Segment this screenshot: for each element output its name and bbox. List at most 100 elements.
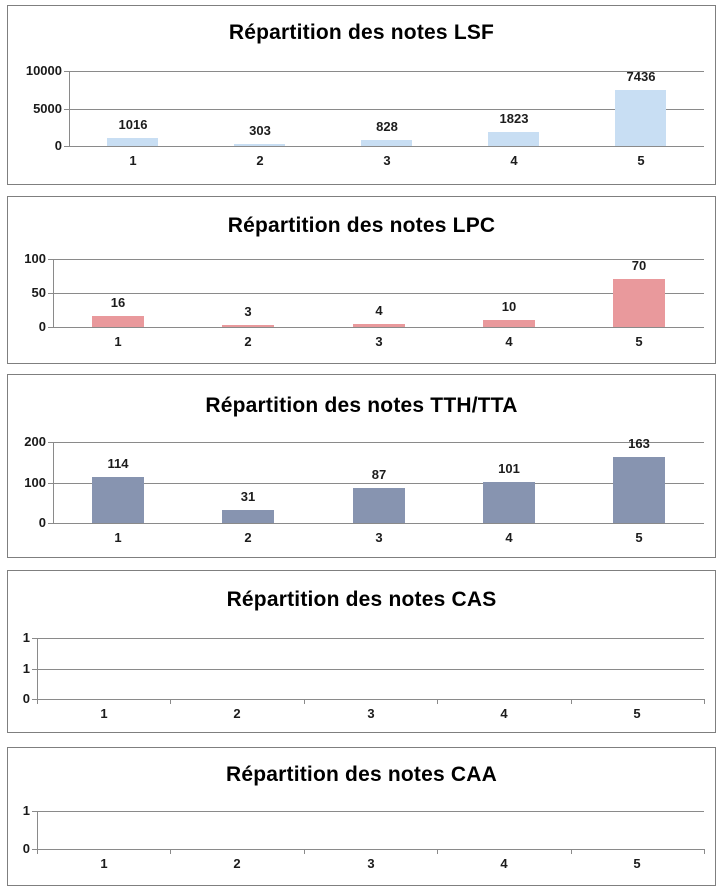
y-axis-tick <box>32 811 37 812</box>
y-tick-label: 0 <box>22 841 30 856</box>
bar-value-label: 1016 <box>118 117 148 132</box>
category-label: 2 <box>256 153 264 168</box>
category-label: 2 <box>244 530 252 545</box>
chart-panel-lpc: Répartition des notes LPC 0 50 100 16 1 3 2 4 3 1… <box>7 196 716 364</box>
category-label: 1 <box>100 856 108 871</box>
bar-value-label: 31 <box>240 489 256 504</box>
x-axis-tick <box>437 699 438 704</box>
y-tick-label: 0 <box>54 138 62 153</box>
bar-value-label: 114 <box>107 456 129 471</box>
bar-value-label: 7436 <box>626 69 656 84</box>
bar-3 <box>353 488 405 523</box>
y-tick-label: 100 <box>24 251 46 266</box>
y-tick-label: 100 <box>24 475 46 490</box>
y-tick-label: 50 <box>31 285 46 300</box>
gridline <box>37 699 704 700</box>
category-label: 1 <box>100 706 108 721</box>
gridline <box>69 146 704 147</box>
bar-5 <box>615 90 666 146</box>
gridline <box>37 849 704 850</box>
bar-1 <box>92 316 144 327</box>
bar-2 <box>222 510 274 523</box>
x-axis-tick <box>704 849 705 854</box>
gridline <box>53 442 704 443</box>
chart-title: Répartition des notes CAS <box>226 588 497 611</box>
category-label: 4 <box>500 706 508 721</box>
chart-title: Répartition des notes LPC <box>227 214 496 237</box>
bar-4 <box>488 132 539 146</box>
y-axis-tick <box>48 523 53 524</box>
y-tick-label: 0 <box>38 319 46 334</box>
category-label: 3 <box>367 706 375 721</box>
y-tick-label: 1 <box>22 803 30 818</box>
chart-panel-tth-tta: Répartition des notes TTH/TTA 0 100 200 114… <box>7 374 716 558</box>
bar-value-label: 10 <box>501 299 517 314</box>
y-axis-line <box>53 259 54 328</box>
x-axis-tick <box>304 849 305 854</box>
bar-value-label: 70 <box>631 258 647 273</box>
category-label: 4 <box>500 856 508 871</box>
category-label: 5 <box>635 334 643 349</box>
x-axis-tick <box>571 849 572 854</box>
x-axis-tick <box>704 699 705 704</box>
category-label: 3 <box>383 153 391 168</box>
bar-5 <box>613 457 665 523</box>
bar-2 <box>222 325 274 327</box>
chart-title: Répartition des notes CAA <box>225 763 498 786</box>
bar-value-label: 4 <box>375 303 383 318</box>
y-axis-tick <box>32 699 37 700</box>
chart-title: Répartition des notes TTH/TTA <box>205 394 518 417</box>
y-axis-tick <box>32 849 37 850</box>
category-label: 3 <box>375 530 383 545</box>
x-axis-tick <box>170 699 171 704</box>
category-label: 5 <box>633 706 641 721</box>
category-label: 3 <box>375 334 383 349</box>
chart-panel-lsf: Répartition des notes LSF 0 5000 10000 1016… <box>7 5 716 185</box>
bar-value-label: 1823 <box>499 111 529 126</box>
y-tick-label: 0 <box>22 691 30 706</box>
category-label: 1 <box>114 530 122 545</box>
category-label: 2 <box>244 334 252 349</box>
category-label: 4 <box>505 530 513 545</box>
bar-2 <box>234 144 285 146</box>
x-axis-tick <box>437 849 438 854</box>
category-label: 5 <box>633 856 641 871</box>
bar-3 <box>361 140 412 146</box>
bar-value-label: 828 <box>376 119 398 134</box>
bar-value-label: 101 <box>498 461 520 476</box>
category-label: 3 <box>367 856 375 871</box>
category-label: 2 <box>233 706 241 721</box>
bar-value-label: 87 <box>371 467 387 482</box>
y-tick-label: 0 <box>38 515 46 530</box>
category-label: 4 <box>510 153 518 168</box>
bar-3 <box>353 324 405 327</box>
y-axis-tick <box>64 146 69 147</box>
y-axis-tick <box>48 483 53 484</box>
category-label: 1 <box>114 334 122 349</box>
gridline <box>69 71 704 72</box>
gridline <box>37 638 704 639</box>
bar-5 <box>613 279 665 327</box>
y-axis-line <box>37 811 38 850</box>
y-axis-tick <box>32 638 37 639</box>
gridline <box>53 327 704 328</box>
y-axis-tick <box>48 327 53 328</box>
gridline <box>37 811 704 812</box>
x-axis-tick <box>37 849 38 854</box>
gridline <box>53 293 704 294</box>
gridline <box>53 523 704 524</box>
chart-panel-caa: Répartition des notes CAA 0 1 1 2 3 4 5 <box>7 747 716 886</box>
bar-1 <box>107 138 158 146</box>
category-label: 5 <box>637 153 645 168</box>
y-axis-line <box>69 71 70 147</box>
y-axis-line <box>53 442 54 524</box>
gridline <box>37 669 704 670</box>
y-axis-tick <box>48 442 53 443</box>
y-axis-tick <box>48 259 53 260</box>
y-tick-label: 5000 <box>33 101 62 116</box>
y-axis-tick <box>32 669 37 670</box>
bar-value-label: 303 <box>249 123 271 138</box>
chart-panel-cas: Répartition des notes CAS 0 1 1 1 2 3 4 5 <box>7 570 716 733</box>
bar-value-label: 16 <box>110 295 126 310</box>
